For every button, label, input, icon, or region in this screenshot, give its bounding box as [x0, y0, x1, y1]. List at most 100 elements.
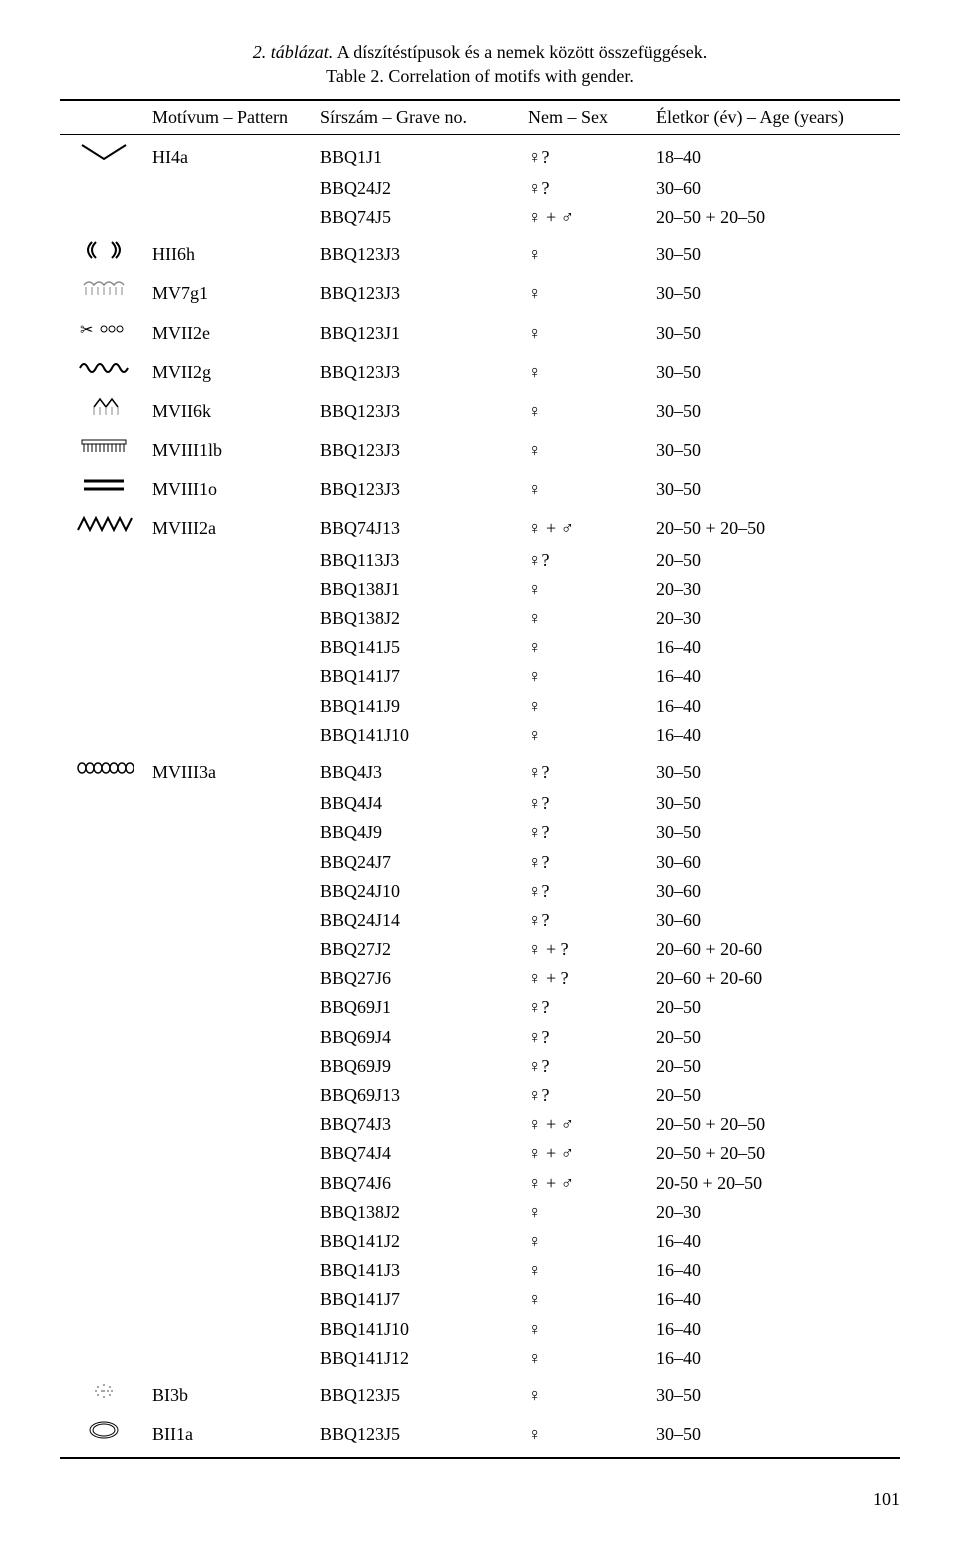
table-row: MVIII1lbBBQ123J3♀30–50	[60, 428, 900, 467]
motif-icon	[60, 1110, 148, 1139]
age-cell: 20–50 + 20–50	[652, 1110, 900, 1139]
motif-cell	[148, 1256, 316, 1285]
age-cell: 16–40	[652, 1256, 900, 1285]
sex-cell: ♀	[524, 271, 652, 310]
motif-icon	[60, 232, 148, 271]
grave-cell: BBQ74J6	[316, 1169, 524, 1198]
motif-icon	[60, 467, 148, 506]
table-caption: 2. táblázat. A díszítéstípusok és a neme…	[60, 40, 900, 89]
age-cell: 30–60	[652, 877, 900, 906]
sex-cell: ♀	[524, 1412, 652, 1458]
motif-cell	[148, 1344, 316, 1373]
sex-cell: ♀	[524, 721, 652, 750]
age-cell: 20–50 + 20–50	[652, 506, 900, 545]
table-row: BBQ24J2♀?30–60	[60, 174, 900, 203]
motif-cell	[148, 1169, 316, 1198]
motif-icon	[60, 134, 148, 174]
motif-cell	[148, 721, 316, 750]
grave-cell: BBQ123J3	[316, 389, 524, 428]
grave-cell: BBQ123J3	[316, 350, 524, 389]
sex-cell: ♀?	[524, 818, 652, 847]
motif-icon	[60, 506, 148, 545]
sex-cell: ♀ + ♂	[524, 1169, 652, 1198]
motif-icon	[60, 964, 148, 993]
motif-icon	[60, 1023, 148, 1052]
grave-cell: BBQ123J3	[316, 428, 524, 467]
grave-cell: BBQ69J1	[316, 993, 524, 1022]
table-row: BBQ141J9♀16–40	[60, 692, 900, 721]
motif-icon	[60, 604, 148, 633]
table-row: BBQ69J9♀?20–50	[60, 1052, 900, 1081]
age-cell: 16–40	[652, 633, 900, 662]
age-cell: 20–50 + 20–50	[652, 1139, 900, 1168]
age-cell: 20–30	[652, 1198, 900, 1227]
age-cell: 30–50	[652, 1412, 900, 1458]
page-number: 101	[60, 1489, 900, 1510]
sex-cell: ♀	[524, 1373, 652, 1412]
sex-cell: ♀	[524, 1256, 652, 1285]
table-header-row: Motívum – Pattern Sírszám – Grave no. Ne…	[60, 100, 900, 135]
motif-icon	[60, 721, 148, 750]
motif-icon	[60, 1052, 148, 1081]
motif-cell: MVII6k	[148, 389, 316, 428]
caption-line2: Table 2. Correlation of motifs with gend…	[326, 66, 634, 86]
table-row: BBQ113J3♀?20–50	[60, 546, 900, 575]
motif-icon	[60, 1315, 148, 1344]
sex-cell: ♀?	[524, 848, 652, 877]
sex-cell: ♀ + ?	[524, 964, 652, 993]
motif-cell	[148, 1227, 316, 1256]
motif-icon	[60, 692, 148, 721]
motif-cell: HI4a	[148, 134, 316, 174]
age-cell: 30–50	[652, 818, 900, 847]
motif-icon: ✂	[60, 311, 148, 350]
motif-icon	[60, 546, 148, 575]
sex-cell: ♀	[524, 232, 652, 271]
motif-icon	[60, 203, 148, 232]
age-cell: 30–60	[652, 848, 900, 877]
sex-cell: ♀?	[524, 789, 652, 818]
sex-cell: ♀	[524, 311, 652, 350]
motif-cell	[148, 848, 316, 877]
table-row: BBQ74J6♀ + ♂20-50 + 20–50	[60, 1169, 900, 1198]
motif-icon	[60, 389, 148, 428]
motif-icon	[60, 1256, 148, 1285]
grave-cell: BBQ123J3	[316, 232, 524, 271]
motif-icon	[60, 818, 148, 847]
sex-cell: ♀?	[524, 546, 652, 575]
table-row: BI3bBBQ123J5♀30–50	[60, 1373, 900, 1412]
grave-cell: BBQ123J3	[316, 467, 524, 506]
motif-cell	[148, 662, 316, 691]
age-cell: 20–50	[652, 1081, 900, 1110]
sex-cell: ♀	[524, 1344, 652, 1373]
table-row: BBQ141J12♀16–40	[60, 1344, 900, 1373]
motif-cell	[148, 633, 316, 662]
sex-cell: ♀	[524, 1227, 652, 1256]
table-row: BBQ138J2♀20–30	[60, 1198, 900, 1227]
grave-cell: BBQ141J7	[316, 1285, 524, 1314]
grave-cell: BBQ4J9	[316, 818, 524, 847]
age-cell: 30–50	[652, 1373, 900, 1412]
grave-cell: BBQ74J5	[316, 203, 524, 232]
sex-cell: ♀?	[524, 174, 652, 203]
motif-icon	[60, 1139, 148, 1168]
motif-cell: MVII2g	[148, 350, 316, 389]
motif-cell: MVIII3a	[148, 750, 316, 789]
table-row: BBQ74J5♀ + ♂20–50 + 20–50	[60, 203, 900, 232]
motif-cell: BII1a	[148, 1412, 316, 1458]
motif-cell	[148, 818, 316, 847]
age-cell: 20–50	[652, 993, 900, 1022]
table-row: MVIII1oBBQ123J3♀30–50	[60, 467, 900, 506]
motif-cell	[148, 575, 316, 604]
table-row: BBQ141J7♀16–40	[60, 662, 900, 691]
motif-cell: BI3b	[148, 1373, 316, 1412]
table-row: BBQ27J6♀ + ?20–60 + 20-60	[60, 964, 900, 993]
age-cell: 30–60	[652, 174, 900, 203]
motif-icon	[60, 1412, 148, 1458]
sex-cell: ♀ + ♂	[524, 203, 652, 232]
motif-cell	[148, 1081, 316, 1110]
motif-icon	[60, 1081, 148, 1110]
motif-icon	[60, 877, 148, 906]
sex-cell: ♀	[524, 575, 652, 604]
sex-cell: ♀	[524, 389, 652, 428]
motif-cell	[148, 692, 316, 721]
